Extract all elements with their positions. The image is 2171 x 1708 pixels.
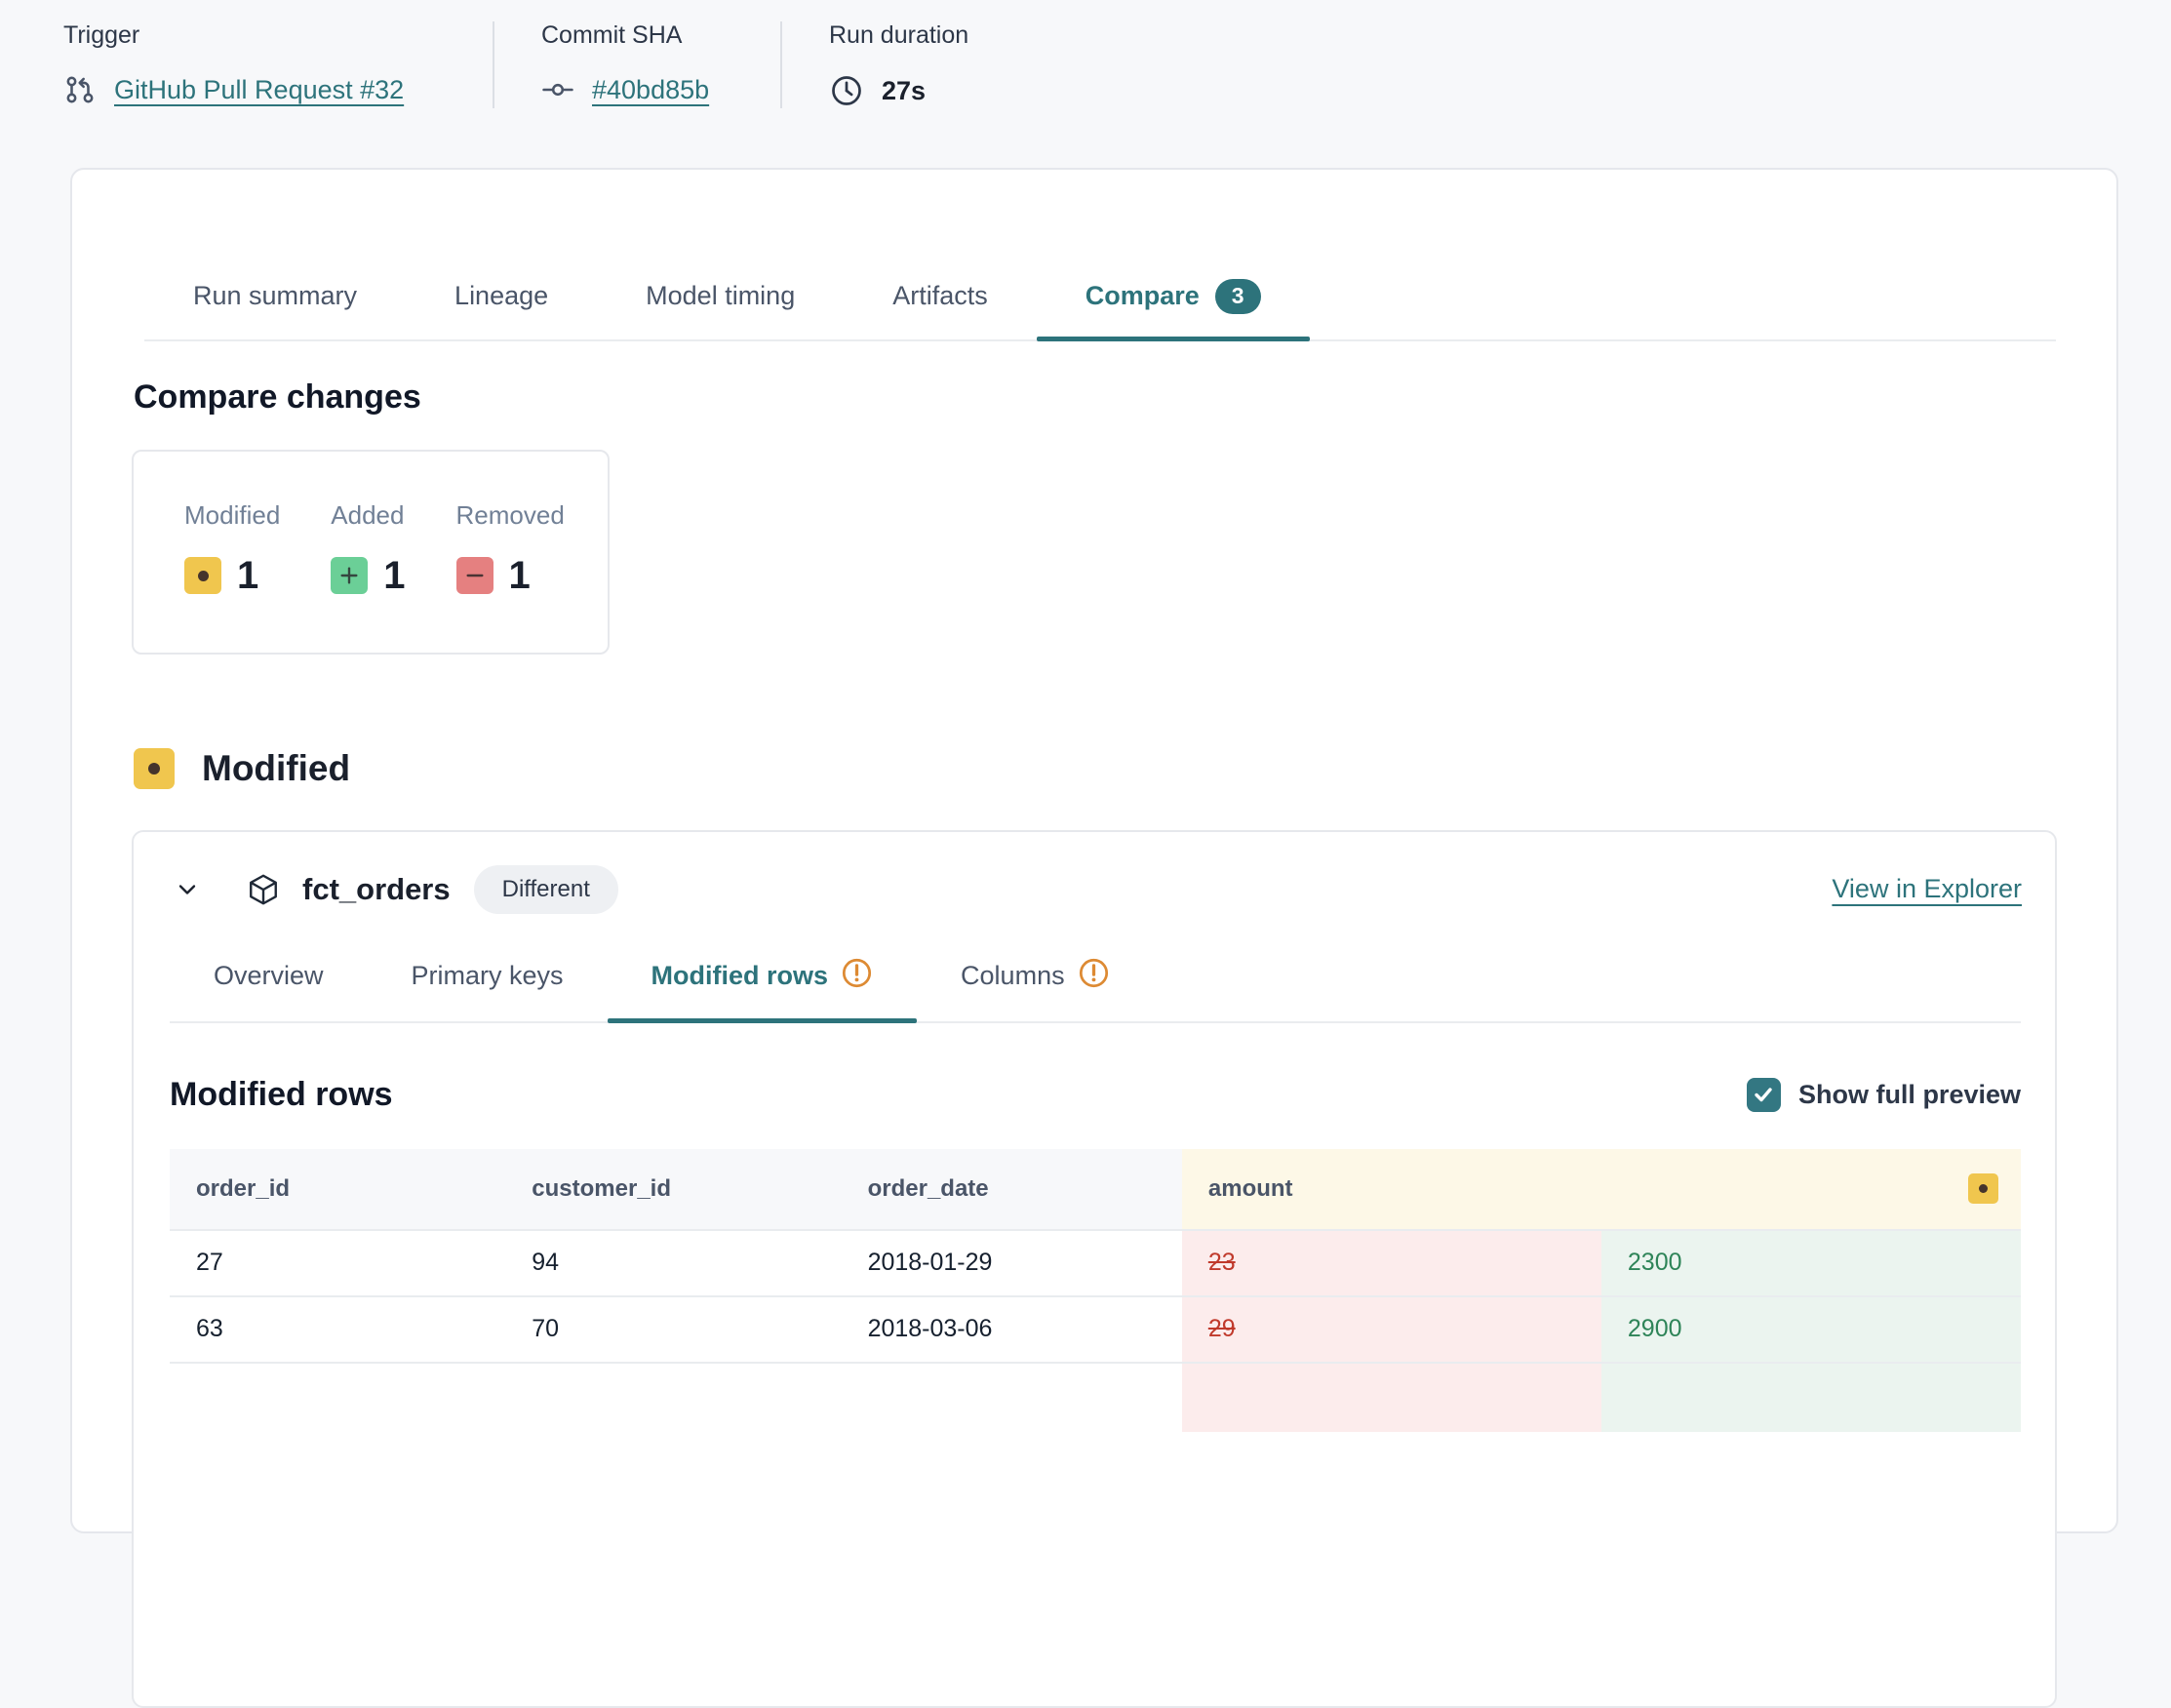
cell-customer-id: 94 xyxy=(532,1249,560,1277)
table-header-row: order_id customer_id order_date amount xyxy=(170,1148,2022,1229)
run-detail-card: Run summary Lineage Model timing Artifac… xyxy=(70,168,2118,1708)
stat-removed-label: Removed xyxy=(455,499,565,530)
trigger-label: Trigger xyxy=(63,21,140,49)
col-header-amount: amount xyxy=(1181,1148,2022,1229)
model-subtabs: Overview Primary keys Modified rows Colu… xyxy=(170,941,2021,1023)
show-full-preview-label: Show full preview xyxy=(1797,1079,2021,1109)
view-in-explorer-link[interactable]: View in Explorer xyxy=(1832,874,2022,904)
stat-added-value: 1 xyxy=(383,553,406,597)
model-cube-icon xyxy=(246,872,281,907)
modified-rows-heading: Modified rows xyxy=(170,1075,393,1113)
subtab-primary-keys[interactable]: Primary keys xyxy=(411,961,564,991)
subtab-overview[interactable]: Overview xyxy=(214,961,324,991)
commit-sha-link[interactable]: #40bd85b xyxy=(592,74,710,104)
compare-summary-card: Modified 1 Added 1 Removed 1 xyxy=(132,449,610,655)
compare-count-badge: 3 xyxy=(1214,279,1261,314)
collapse-chevron-icon[interactable] xyxy=(170,872,205,907)
tab-model-timing[interactable]: Model timing xyxy=(646,281,796,311)
cell-amount-new: 2900 xyxy=(1600,1296,2021,1362)
added-icon xyxy=(331,557,369,595)
cell-order-date: 2018-03-06 xyxy=(867,1315,993,1343)
run-meta-bar: Trigger GitHub Pull Request #32 Commit S… xyxy=(63,21,968,108)
stat-removed-value: 1 xyxy=(508,553,531,597)
cell-amount-old: 29 xyxy=(1181,1296,1601,1362)
commit-label: Commit SHA xyxy=(541,21,683,49)
cell-amount-old: 23 xyxy=(1181,1230,1601,1295)
tab-lineage[interactable]: Lineage xyxy=(454,281,549,311)
pull-request-icon xyxy=(63,73,97,106)
modified-heading: Modified xyxy=(202,747,351,788)
status-badge: Different xyxy=(473,864,618,914)
cell-order-id: 63 xyxy=(196,1315,223,1343)
commit-group: Commit SHA #40bd85b xyxy=(493,21,780,108)
checkbox-checked-icon[interactable] xyxy=(1746,1077,1781,1112)
warning-icon xyxy=(1078,957,1110,996)
subtab-modified-rows[interactable]: Modified rows xyxy=(607,941,918,1023)
stat-modified-label: Modified xyxy=(184,499,281,530)
col-header-order-id: order_id xyxy=(170,1148,506,1229)
col-header-order-date: order_date xyxy=(841,1148,1182,1229)
stat-added: Added 1 xyxy=(331,499,406,653)
col-header-customer-id: customer_id xyxy=(505,1148,842,1229)
modified-section-header: Modified xyxy=(134,747,2116,789)
stat-removed: Removed 1 xyxy=(455,499,565,653)
stat-modified-value: 1 xyxy=(237,553,259,597)
trigger-link[interactable]: GitHub Pull Request #32 xyxy=(114,74,405,104)
stat-added-label: Added xyxy=(331,499,405,530)
model-name: fct_orders xyxy=(302,871,451,906)
stat-modified: Modified 1 xyxy=(184,500,280,653)
tab-artifacts[interactable]: Artifacts xyxy=(892,281,988,311)
table-row: 63 70 2018-03-06 29 2900 xyxy=(170,1294,2021,1362)
tab-run-summary[interactable]: Run summary xyxy=(193,281,358,311)
duration-value: 27s xyxy=(882,75,927,105)
modified-icon xyxy=(184,557,221,595)
trigger-group: Trigger GitHub Pull Request #32 xyxy=(63,21,493,108)
subtab-columns[interactable]: Columns xyxy=(917,941,1154,1021)
warning-icon xyxy=(841,957,873,996)
run-tabs: Run summary Lineage Model timing Artifac… xyxy=(144,263,2056,341)
cell-customer-id: 70 xyxy=(532,1315,560,1343)
modified-icon xyxy=(134,747,175,789)
model-card-fct-orders: fct_orders Different View in Explorer Ov… xyxy=(132,829,2057,1708)
table-row: 27 94 2018-01-29 23 2300 xyxy=(170,1228,2021,1295)
compare-changes-heading: Compare changes xyxy=(134,377,421,416)
modified-rows-header: Modified rows Show full preview xyxy=(170,1076,2021,1114)
duration-label: Run duration xyxy=(829,21,969,49)
cell-amount-new: 2300 xyxy=(1600,1230,2021,1295)
cell-order-date: 2018-01-29 xyxy=(867,1249,993,1277)
modified-icon xyxy=(1968,1173,1999,1205)
cell-order-id: 27 xyxy=(196,1249,223,1277)
clock-icon xyxy=(829,73,864,108)
duration-group: Run duration 27s xyxy=(780,21,968,108)
modified-rows-table: order_id customer_id order_date amount 2… xyxy=(170,1148,2022,1432)
table-row-clipped xyxy=(170,1361,2021,1432)
removed-icon xyxy=(455,557,493,595)
show-full-preview-toggle[interactable]: Show full preview xyxy=(1746,1077,2021,1112)
commit-icon xyxy=(541,73,574,106)
tab-compare[interactable]: Compare 3 xyxy=(1036,263,1310,341)
